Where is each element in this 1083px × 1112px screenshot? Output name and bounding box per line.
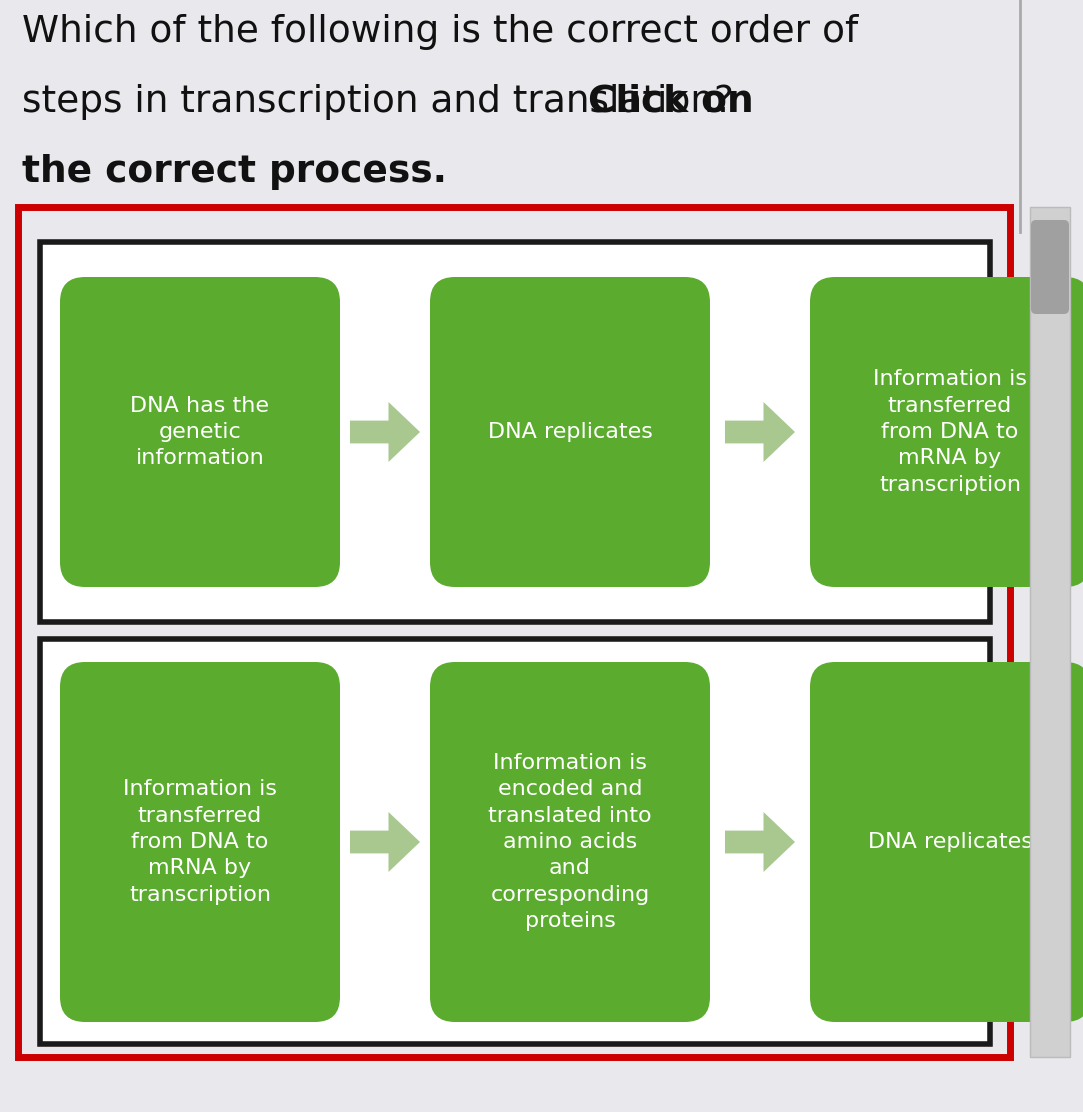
Polygon shape [725,403,795,461]
Text: the correct process.: the correct process. [22,153,447,190]
FancyBboxPatch shape [40,639,990,1044]
Text: DNA replicates: DNA replicates [867,832,1032,852]
Text: DNA has the
genetic
information: DNA has the genetic information [130,396,270,468]
Polygon shape [725,812,795,872]
FancyBboxPatch shape [60,277,340,587]
Text: Information is
transferred
from DNA to
mRNA by
transcription: Information is transferred from DNA to m… [123,780,277,905]
FancyBboxPatch shape [1030,207,1070,1058]
Text: Which of the following is the correct order of: Which of the following is the correct or… [22,14,858,50]
FancyBboxPatch shape [810,662,1083,1022]
FancyBboxPatch shape [18,207,1010,1058]
Text: Click on: Click on [588,85,754,120]
Polygon shape [350,403,420,461]
FancyBboxPatch shape [810,277,1083,587]
Text: Information is
transferred
from DNA to
mRNA by
transcription: Information is transferred from DNA to m… [873,369,1027,495]
FancyBboxPatch shape [0,0,1020,195]
Polygon shape [350,812,420,872]
FancyBboxPatch shape [430,277,710,587]
Text: DNA replicates: DNA replicates [487,421,652,441]
FancyBboxPatch shape [40,242,990,622]
FancyBboxPatch shape [60,662,340,1022]
FancyBboxPatch shape [430,662,710,1022]
Text: Information is
encoded and
translated into
amino acids
and
corresponding
protein: Information is encoded and translated in… [488,753,652,931]
Text: steps in transcription and translation?: steps in transcription and translation? [22,85,746,120]
FancyBboxPatch shape [1031,220,1069,314]
